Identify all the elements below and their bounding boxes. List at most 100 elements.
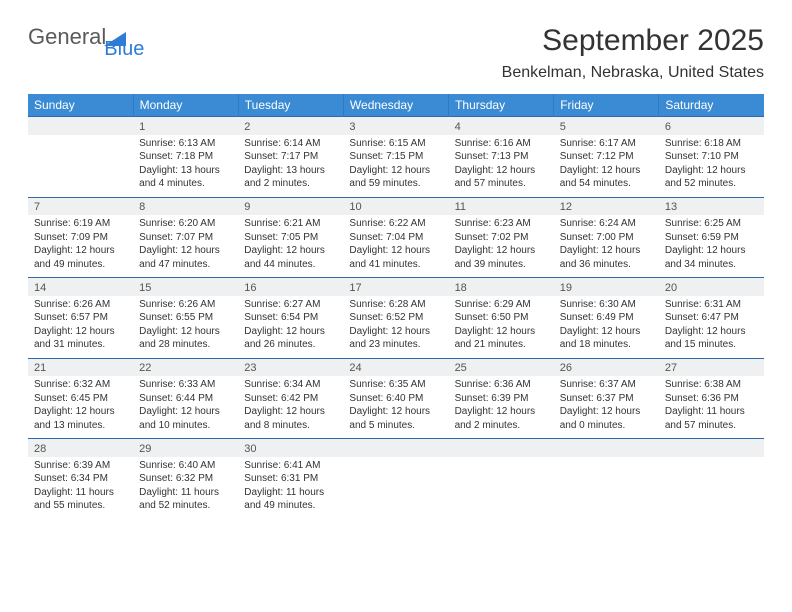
day-number: 19 <box>560 282 572 294</box>
day-content-cell <box>449 457 554 519</box>
day-number-cell: 13 <box>659 197 764 215</box>
day-number: 13 <box>665 201 677 213</box>
day-number-cell: 17 <box>343 278 448 296</box>
day-content-cell: Sunrise: 6:15 AMSunset: 7:15 PMDaylight:… <box>343 135 448 198</box>
day-number: 20 <box>665 282 677 294</box>
day-number: 7 <box>34 201 40 213</box>
logo: General Blue <box>28 24 172 50</box>
day-number-cell <box>554 439 659 457</box>
day-content-cell: Sunrise: 6:41 AMSunset: 6:31 PMDaylight:… <box>238 457 343 519</box>
sunset-text: Sunset: 7:05 PM <box>244 231 337 245</box>
weekday-header-row: Sunday Monday Tuesday Wednesday Thursday… <box>28 94 764 117</box>
sunset-text: Sunset: 6:39 PM <box>455 392 548 406</box>
sunset-text: Sunset: 7:17 PM <box>244 150 337 164</box>
day-content-cell <box>554 457 659 519</box>
day-number: 10 <box>349 201 361 213</box>
day-number-row: 78910111213 <box>28 197 764 215</box>
daylight-text: Daylight: 13 hours and 4 minutes. <box>139 164 232 191</box>
sunrise-text: Sunrise: 6:33 AM <box>139 378 232 392</box>
sunset-text: Sunset: 6:52 PM <box>349 311 442 325</box>
day-number-cell: 30 <box>238 439 343 457</box>
day-number-cell: 18 <box>449 278 554 296</box>
sunrise-text: Sunrise: 6:41 AM <box>244 459 337 473</box>
day-content-cell: Sunrise: 6:25 AMSunset: 6:59 PMDaylight:… <box>659 215 764 278</box>
daylight-text: Daylight: 12 hours and 34 minutes. <box>665 244 758 271</box>
day-number: 12 <box>560 201 572 213</box>
sunrise-text: Sunrise: 6:14 AM <box>244 137 337 151</box>
day-number-cell: 20 <box>659 278 764 296</box>
sunset-text: Sunset: 6:57 PM <box>34 311 127 325</box>
day-content-cell: Sunrise: 6:39 AMSunset: 6:34 PMDaylight:… <box>28 457 133 519</box>
sunrise-text: Sunrise: 6:35 AM <box>349 378 442 392</box>
sunset-text: Sunset: 6:32 PM <box>139 472 232 486</box>
daylight-text: Daylight: 12 hours and 15 minutes. <box>665 325 758 352</box>
day-number-cell <box>343 439 448 457</box>
daylight-text: Daylight: 12 hours and 26 minutes. <box>244 325 337 352</box>
sunrise-text: Sunrise: 6:36 AM <box>455 378 548 392</box>
day-content-cell: Sunrise: 6:38 AMSunset: 6:36 PMDaylight:… <box>659 376 764 439</box>
sunset-text: Sunset: 6:45 PM <box>34 392 127 406</box>
logo-blue: Blue <box>104 38 144 61</box>
sunset-text: Sunset: 7:12 PM <box>560 150 653 164</box>
sunset-text: Sunset: 6:37 PM <box>560 392 653 406</box>
day-content-cell: Sunrise: 6:13 AMSunset: 7:18 PMDaylight:… <box>133 135 238 198</box>
day-number-cell: 14 <box>28 278 133 296</box>
weekday-header: Saturday <box>659 94 764 117</box>
sunset-text: Sunset: 6:59 PM <box>665 231 758 245</box>
daylight-text: Daylight: 11 hours and 52 minutes. <box>139 486 232 513</box>
day-number: 21 <box>34 362 46 374</box>
day-number: 23 <box>244 362 256 374</box>
daylight-text: Daylight: 12 hours and 44 minutes. <box>244 244 337 271</box>
calendar-table: Sunday Monday Tuesday Wednesday Thursday… <box>28 94 764 519</box>
sunrise-text: Sunrise: 6:39 AM <box>34 459 127 473</box>
day-number-cell: 16 <box>238 278 343 296</box>
day-number: 3 <box>349 121 355 133</box>
daylight-text: Daylight: 12 hours and 5 minutes. <box>349 405 442 432</box>
day-content-row: Sunrise: 6:19 AMSunset: 7:09 PM Daylight:… <box>28 215 764 278</box>
sunrise-text: Sunrise: 6:23 AM <box>455 217 548 231</box>
day-content-cell <box>659 457 764 519</box>
daylight-text: Daylight: 12 hours and 8 minutes. <box>244 405 337 432</box>
day-number-row: 14151617181920 <box>28 278 764 296</box>
day-number-cell <box>449 439 554 457</box>
sunrise-text: Sunrise: 6:40 AM <box>139 459 232 473</box>
day-number-cell: 27 <box>659 358 764 376</box>
sunset-text: Sunset: 6:55 PM <box>139 311 232 325</box>
sunrise-text: Sunrise: 6:38 AM <box>665 378 758 392</box>
sunset-text: Sunset: 6:44 PM <box>139 392 232 406</box>
day-content-cell: Sunrise: 6:23 AMSunset: 7:02 PMDaylight:… <box>449 215 554 278</box>
day-content-cell: Sunrise: 6:29 AMSunset: 6:50 PMDaylight:… <box>449 296 554 359</box>
day-content-cell: Sunrise: 6:26 AMSunset: 6:57 PMDaylight:… <box>28 296 133 359</box>
day-number: 29 <box>139 443 151 455</box>
weekday-header: Sunday <box>28 94 133 117</box>
day-number: 24 <box>349 362 361 374</box>
day-number-cell: 26 <box>554 358 659 376</box>
sunrise-text: Sunrise: 6:21 AM <box>244 217 337 231</box>
day-number-cell: 24 <box>343 358 448 376</box>
sunset-text: Sunset: 7:09 PM <box>34 231 127 245</box>
day-content-cell: Sunrise: 6:20 AMSunset: 7:07 PMDaylight:… <box>133 215 238 278</box>
sunset-text: Sunset: 6:54 PM <box>244 311 337 325</box>
day-number: 17 <box>349 282 361 294</box>
day-content-cell: Sunrise: 6:32 AMSunset: 6:45 PMDaylight:… <box>28 376 133 439</box>
day-content-cell <box>343 457 448 519</box>
sunrise-text: Sunrise: 6:19 AM <box>34 217 127 231</box>
day-number: 30 <box>244 443 256 455</box>
sunset-text: Sunset: 6:50 PM <box>455 311 548 325</box>
day-number: 28 <box>34 443 46 455</box>
day-number: 1 <box>139 121 145 133</box>
sunrise-text: Sunrise: 6:34 AM <box>244 378 337 392</box>
day-number: 2 <box>244 121 250 133</box>
day-number-cell: 29 <box>133 439 238 457</box>
day-content-cell: Sunrise: 6:37 AMSunset: 6:37 PMDaylight:… <box>554 376 659 439</box>
sunset-text: Sunset: 7:07 PM <box>139 231 232 245</box>
daylight-text: Daylight: 12 hours and 13 minutes. <box>34 405 127 432</box>
sunrise-text: Sunrise: 6:18 AM <box>665 137 758 151</box>
day-number-cell: 3 <box>343 117 448 135</box>
sunrise-text: Sunrise: 6:26 AM <box>34 298 127 312</box>
day-number: 26 <box>560 362 572 374</box>
weekday-header: Tuesday <box>238 94 343 117</box>
weekday-header: Friday <box>554 94 659 117</box>
day-number-cell: 10 <box>343 197 448 215</box>
location: Benkelman, Nebraska, United States <box>502 64 764 82</box>
